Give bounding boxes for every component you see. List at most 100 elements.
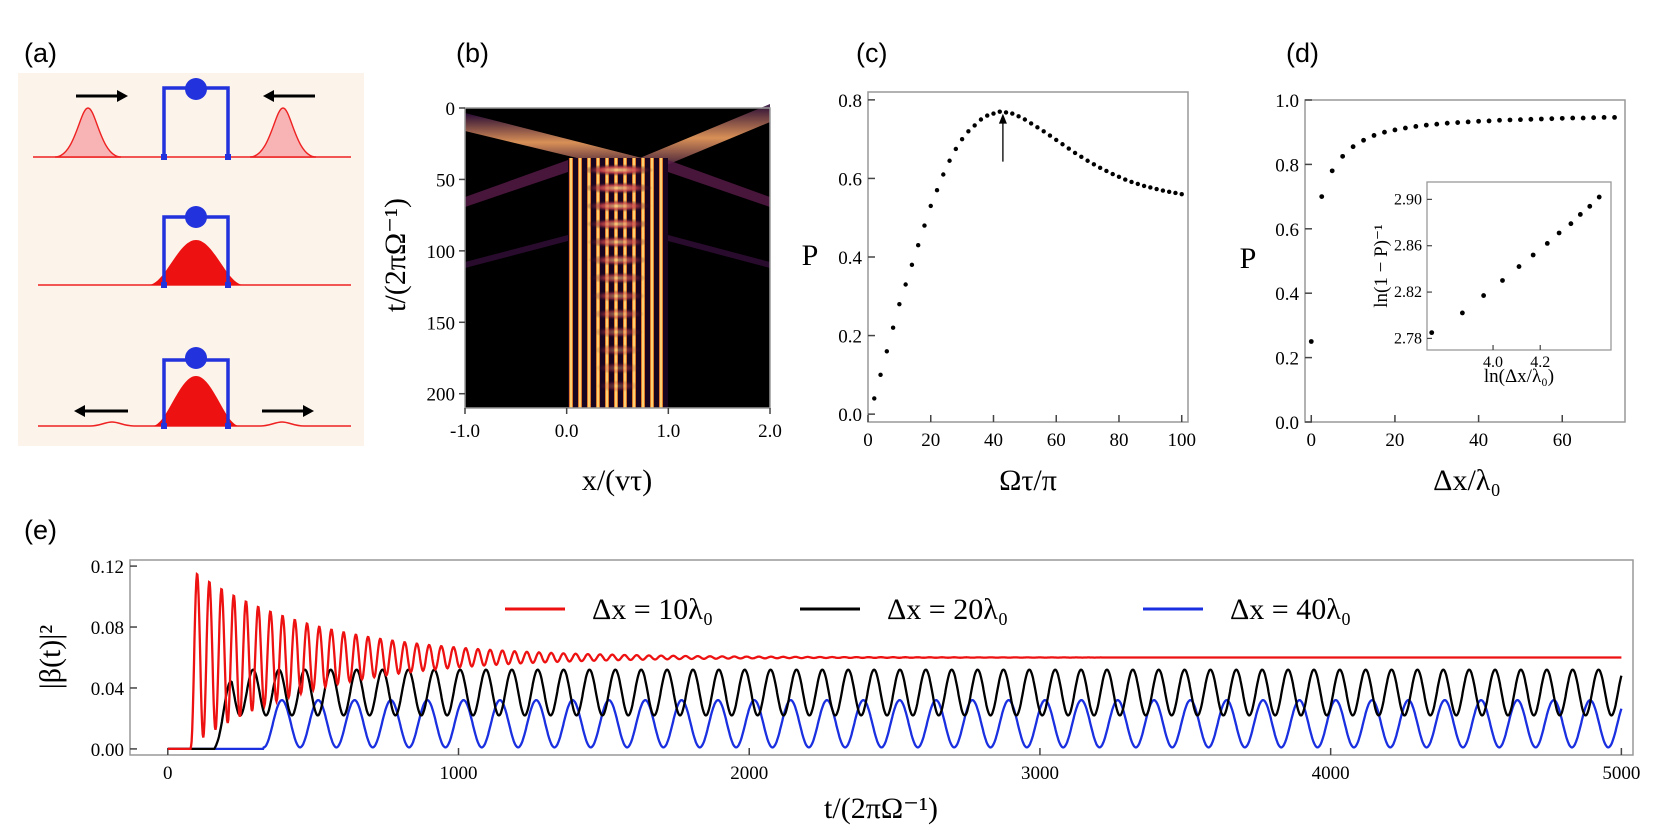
panel-label-a: (a) — [24, 38, 57, 68]
data-point — [1079, 154, 1084, 160]
y-tick-label: 200 — [427, 385, 456, 406]
arrow-right-1-head — [117, 90, 128, 102]
data-point — [903, 282, 908, 287]
data-point — [1104, 168, 1109, 174]
data-point — [1549, 116, 1555, 122]
y-tick-label: 0.8 — [838, 91, 862, 112]
contact-1b — [225, 154, 231, 160]
data-point — [1041, 129, 1046, 134]
data-point — [972, 123, 977, 128]
x-tick-label: 60 — [1047, 430, 1066, 451]
legend-label-1: Δx = 10λ₀ — [592, 593, 713, 626]
x-axis-label: t/(2πΩ⁻¹) — [824, 792, 938, 825]
inset-y-tick-label: 2.78 — [1394, 330, 1422, 347]
data-point — [884, 349, 890, 354]
data-point — [1148, 185, 1153, 190]
x-tick-label: 20 — [1385, 430, 1404, 451]
inset-data-point — [1556, 230, 1562, 236]
data-point — [1003, 110, 1009, 115]
arrow-left-3-head — [74, 405, 85, 417]
data-point — [872, 396, 877, 401]
data-point — [1173, 190, 1178, 196]
data-point — [1538, 116, 1544, 122]
x-tick-label: 100 — [1167, 430, 1196, 451]
data-point — [1601, 114, 1607, 120]
cavity-blob — [592, 326, 644, 338]
y-tick-label: 0.12 — [91, 557, 124, 578]
data-point — [928, 203, 933, 209]
data-point — [1060, 142, 1065, 147]
data-point — [897, 301, 902, 307]
panel-c-axes: 0 20 40 60 80 100 0.0 0.2 0.4 0.6 0.8 Ωτ/π P — [802, 91, 1196, 497]
y-axis-label: P — [1240, 242, 1257, 275]
data-point — [1054, 137, 1059, 143]
data-point — [1016, 114, 1021, 119]
data-point — [1497, 117, 1502, 123]
panel-label-c: (c) — [856, 38, 887, 68]
series-line-3 — [167, 699, 1623, 751]
x-tick-label: 2000 — [730, 763, 768, 784]
data-point — [1559, 115, 1565, 121]
data-point — [1392, 127, 1398, 133]
contact-3a — [161, 423, 167, 429]
x-tick-label: 2.0 — [758, 421, 782, 442]
inset-data-point — [1544, 241, 1550, 246]
data-point — [1129, 179, 1134, 185]
inset-data-point — [1459, 310, 1465, 316]
cavity-blob — [586, 236, 650, 248]
y-tick-label: 0.08 — [91, 618, 124, 639]
panel-label-d: (d) — [1286, 38, 1319, 68]
data-point — [1022, 117, 1028, 122]
cavity-blob — [594, 344, 642, 356]
data-point — [1423, 122, 1429, 128]
data-point — [1444, 120, 1450, 126]
y-tick-label: 0.4 — [838, 248, 862, 269]
legend-label-2: Δx = 20λ₀ — [887, 593, 1008, 626]
x-tick-label: 20 — [921, 430, 940, 451]
beam-outgoing-left — [465, 160, 568, 207]
panel-b-axes: -1.0 0.0 1.0 2.0 0 50 100 150 200 x/(vτ) t/(2πΩ⁻¹) — [379, 99, 782, 497]
x-axis-label: Ωτ/π — [999, 464, 1057, 497]
x-axis-label: Δx/λ₀ — [1433, 464, 1501, 497]
atom-2 — [185, 206, 207, 228]
data-point — [1160, 188, 1166, 193]
inset-data-point — [1596, 194, 1602, 200]
x-tick-label: 0 — [1307, 430, 1317, 451]
trapped-field-3 — [152, 376, 240, 426]
x-tick-label: 80 — [1109, 430, 1128, 451]
data-point — [1507, 117, 1513, 123]
panel-d-axes: 0 20 40 60 0.0 0.2 0.4 0.6 0.8 1.0 Δx/λ₀ P 4.0 4.2 2.7… — [1240, 91, 1626, 497]
x-tick-label: 4000 — [1312, 763, 1350, 784]
y-tick-label: 50 — [436, 170, 455, 191]
data-point — [1434, 121, 1440, 127]
wavepacket-right — [249, 107, 317, 158]
panel-c-frame — [867, 91, 1189, 423]
wavepacket-left — [54, 107, 122, 158]
arrow-right-3-head — [303, 405, 314, 417]
data-point — [1028, 121, 1034, 126]
data-point — [1110, 171, 1115, 177]
contact-1a — [161, 154, 167, 160]
data-point — [922, 223, 927, 228]
data-point — [1010, 111, 1015, 116]
data-point — [1371, 133, 1377, 138]
data-point — [1402, 125, 1408, 131]
y-tick-label: 0.8 — [1275, 155, 1299, 176]
data-point — [1097, 165, 1103, 171]
x-tick-label: 0 — [163, 763, 173, 784]
data-point — [1047, 133, 1053, 138]
contact-2a — [161, 282, 167, 288]
inset-y-axis-label: ln(1 − P)⁻¹ — [1371, 224, 1392, 308]
x-tick-label: 5000 — [1602, 763, 1640, 784]
data-point — [1116, 174, 1122, 180]
cavity-blob — [584, 200, 652, 212]
inset-x-axis-label: ln(Δx/λ₀) — [1484, 366, 1554, 387]
x-tick-label: 1000 — [440, 763, 478, 784]
y-tick-label: 0.6 — [1275, 220, 1299, 241]
data-point — [1035, 125, 1040, 130]
inset-y-tick-label: 2.90 — [1394, 191, 1422, 208]
inset-data-point — [1568, 221, 1574, 227]
panel-b-heatmap — [465, 104, 770, 408]
panel-a-schematic — [18, 73, 364, 446]
y-axis-label: |β(t)|² — [34, 625, 67, 690]
